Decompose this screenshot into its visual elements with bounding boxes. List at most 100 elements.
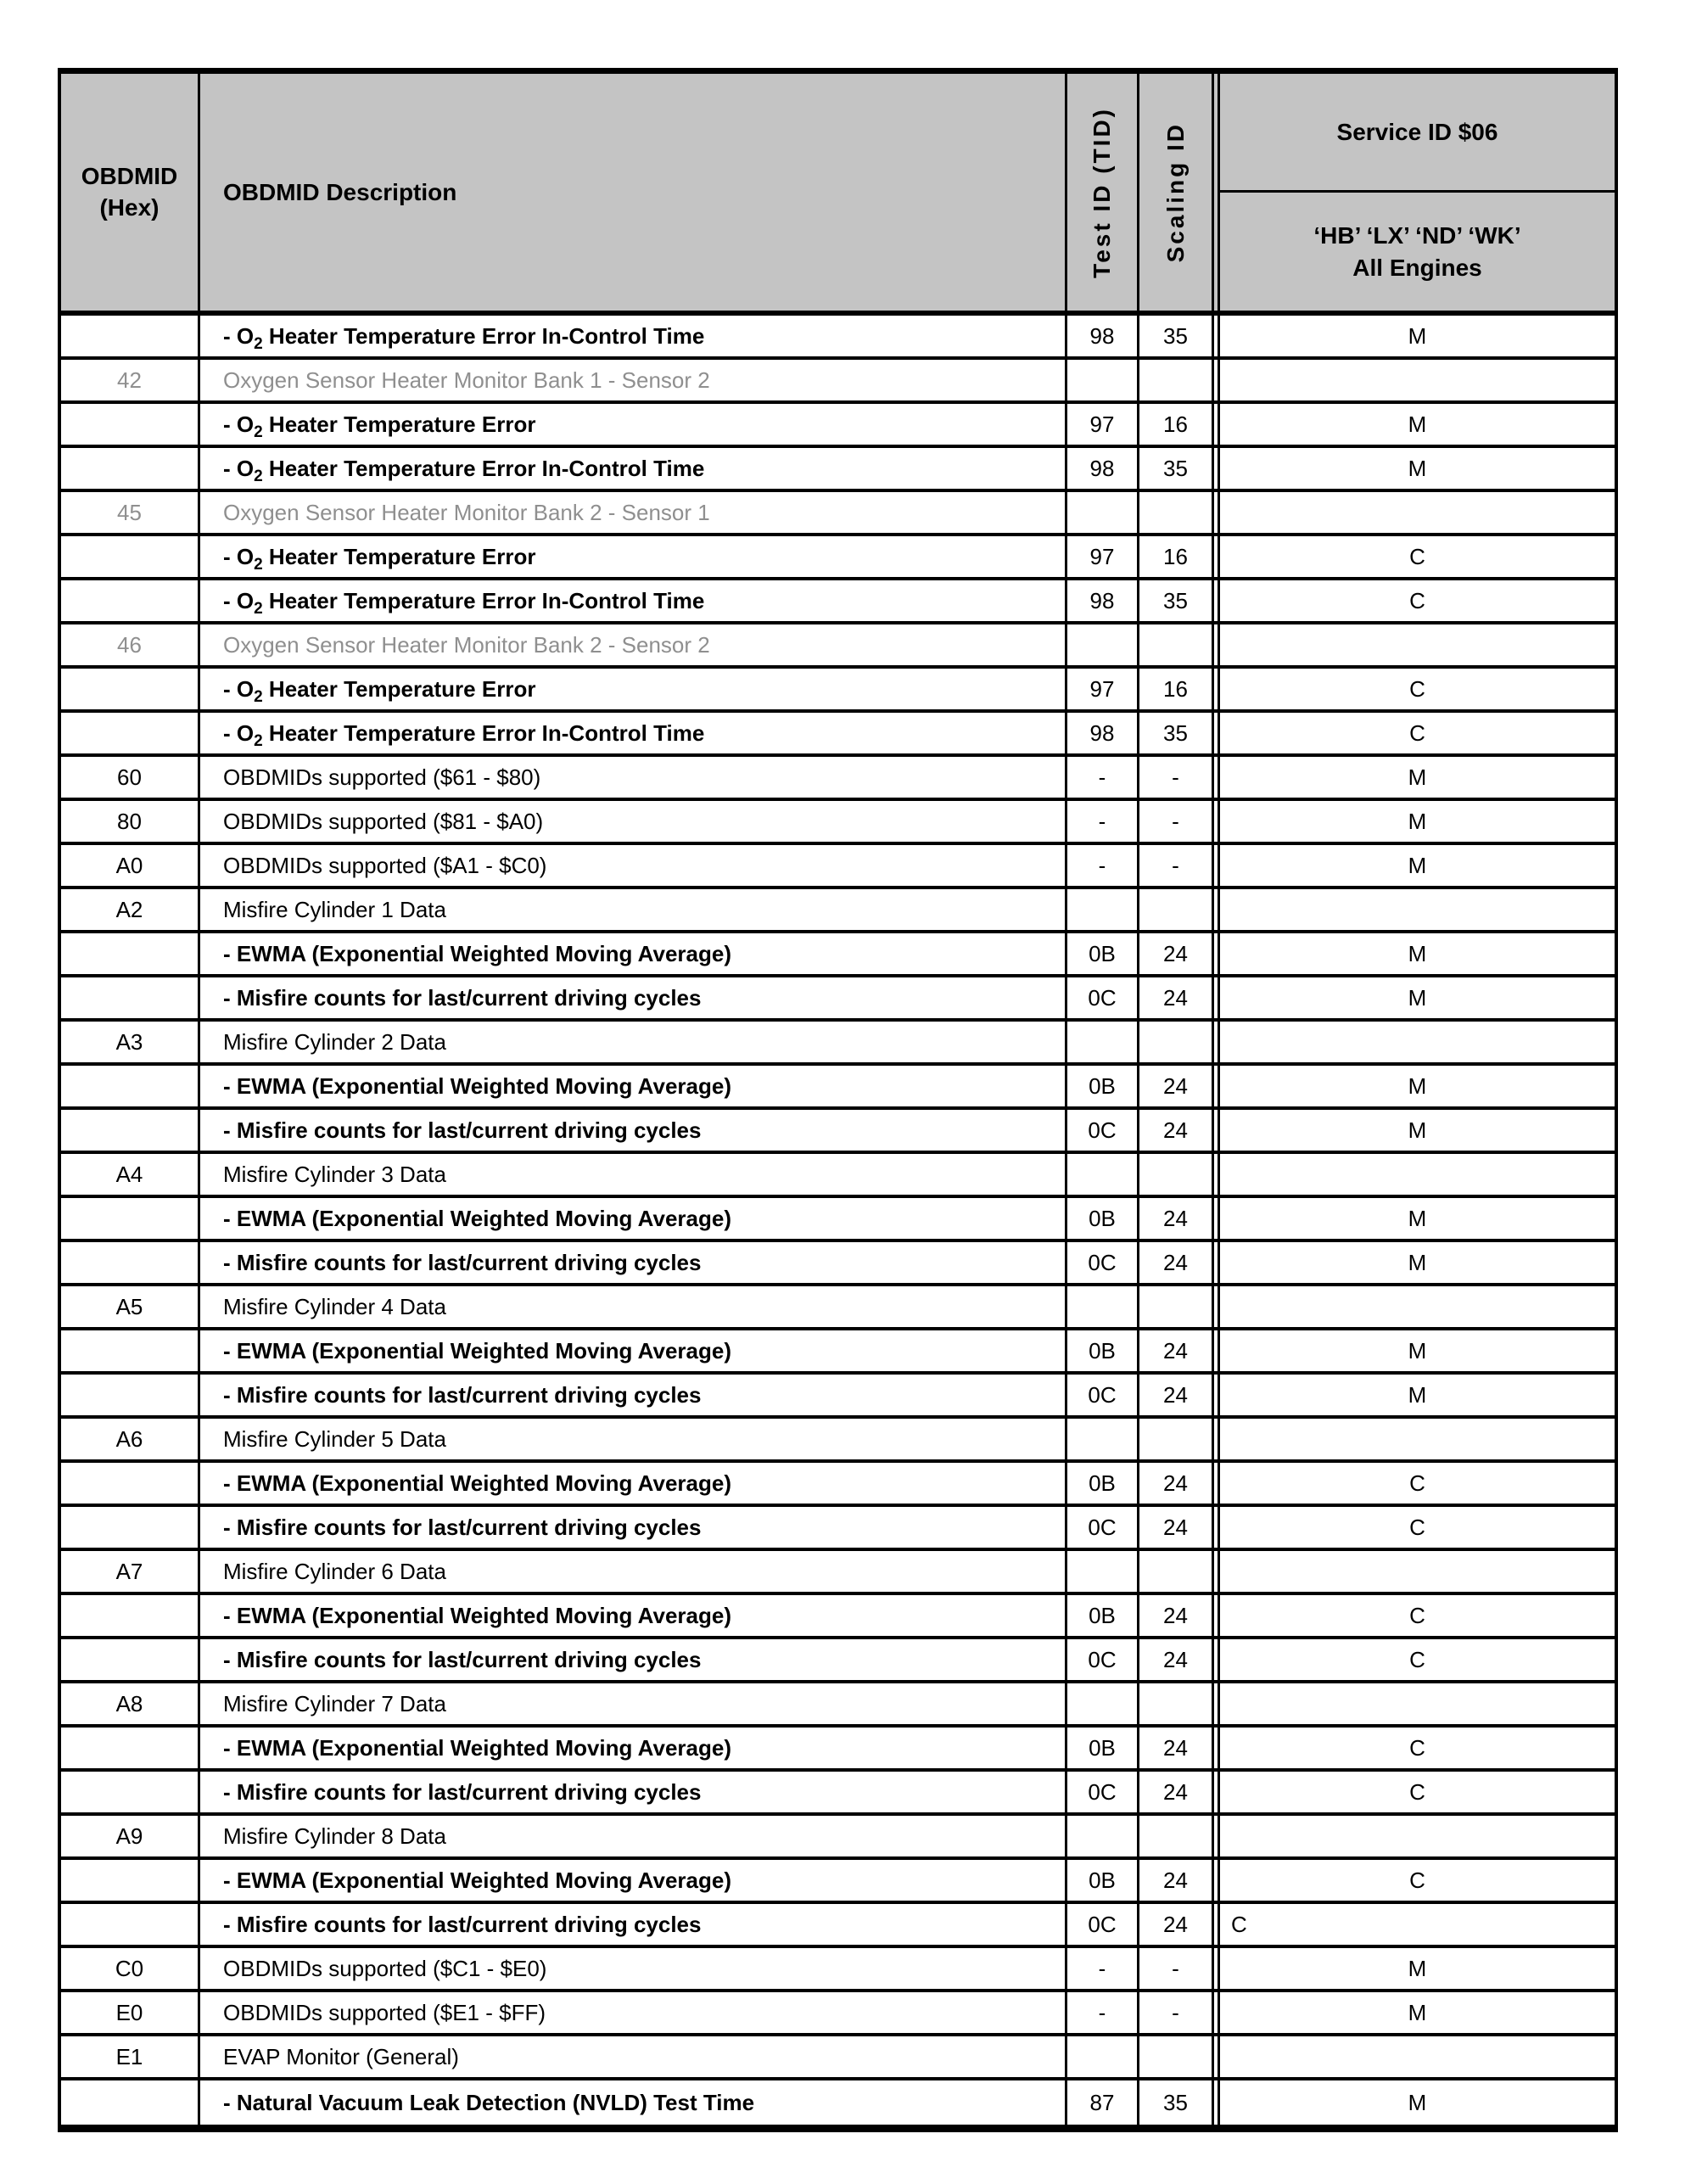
service-cell	[1212, 624, 1615, 665]
hex-cell: 60	[61, 757, 200, 798]
scaling-cell: 16	[1163, 675, 1188, 702]
description-text: Misfire Cylinder 2 Data	[223, 1028, 446, 1055]
scaling-cell	[1139, 1551, 1212, 1592]
service-cell: M	[1212, 977, 1615, 1018]
hex-cell	[61, 1728, 200, 1768]
scaling-cell: 35	[1163, 587, 1188, 613]
service-cell: M	[1212, 448, 1615, 489]
service-cell	[1212, 1419, 1615, 1459]
hex-cell: A3	[61, 1022, 200, 1062]
description-text: - Misfire counts for last/current drivin…	[223, 1778, 702, 1805]
description-text: - O2 Heater Temperature Error In-Control…	[223, 587, 705, 618]
description-text: - Misfire counts for last/current drivin…	[223, 1514, 702, 1540]
table-row: - EWMA (Exponential Weighted Moving Aver…	[61, 1330, 1615, 1375]
hex-cell	[61, 448, 200, 489]
description-cell: - Misfire counts for last/current drivin…	[200, 1772, 1067, 1812]
hex-cell	[61, 977, 200, 1018]
table-row: A4 Misfire Cylinder 3 Data	[61, 1154, 1615, 1198]
hex-cell	[61, 2080, 200, 2125]
table-row: - Misfire counts for last/current drivin…	[61, 1110, 1615, 1154]
description-text: Oxygen Sensor Heater Monitor Bank 2 - Se…	[223, 499, 710, 525]
description-text: EVAP Monitor (General)	[223, 2043, 459, 2069]
table-row: C0 OBDMIDs supported ($C1 - $E0) - - M	[61, 1948, 1615, 1992]
scaling-cell: -	[1172, 852, 1179, 878]
tid-cell: -	[1067, 801, 1139, 842]
hex-cell: A0	[61, 845, 200, 886]
table-row: 45 Oxygen Sensor Heater Monitor Bank 2 -…	[61, 492, 1615, 536]
description-text: OBDMIDs supported ($A1 - $C0)	[223, 852, 547, 878]
tid-cell: 0C	[1067, 1772, 1139, 1812]
scaling-cell: 24	[1163, 1911, 1188, 1937]
table-body: - O2 Heater Temperature Error In-Control…	[61, 316, 1615, 2125]
service-cell	[1212, 1551, 1615, 1592]
hex-cell: C0	[61, 1948, 200, 1989]
tid-cell: 0C	[1067, 1507, 1139, 1548]
description-cell: Misfire Cylinder 3 Data	[200, 1154, 1067, 1195]
hex-cell	[61, 1772, 200, 1812]
hex-cell: E0	[61, 1992, 200, 2033]
description-text: Oxygen Sensor Heater Monitor Bank 2 - Se…	[223, 631, 710, 658]
table-row: - EWMA (Exponential Weighted Moving Aver…	[61, 1728, 1615, 1772]
table-row: 46 Oxygen Sensor Heater Monitor Bank 2 -…	[61, 624, 1615, 669]
service-cell: M	[1212, 1110, 1615, 1151]
description-text: Misfire Cylinder 8 Data	[223, 1823, 446, 1849]
service-cell	[1212, 1022, 1615, 1062]
tid-cell: 98	[1067, 448, 1139, 489]
scaling-cell	[1139, 2036, 1212, 2077]
service-cell: M	[1212, 1948, 1615, 1989]
tid-cell: 0B	[1067, 1463, 1139, 1504]
service-cell: M	[1212, 316, 1615, 356]
tid-cell: -	[1067, 1948, 1139, 1989]
header-engines: ‘HB’ ‘LX’ ‘ND’ ‘WK’ All Engines	[1220, 193, 1615, 311]
tid-cell: 0C	[1067, 1242, 1139, 1283]
hex-cell	[61, 1375, 200, 1415]
hex-cell	[61, 1242, 200, 1283]
tid-cell: -	[1067, 757, 1139, 798]
table-row: - EWMA (Exponential Weighted Moving Aver…	[61, 1463, 1615, 1507]
description-cell: - O2 Heater Temperature Error	[200, 536, 1067, 577]
description-cell: - O2 Heater Temperature Error	[200, 669, 1067, 709]
description-text: Oxygen Sensor Heater Monitor Bank 1 - Se…	[223, 367, 710, 393]
table-row: 42 Oxygen Sensor Heater Monitor Bank 1 -…	[61, 360, 1615, 404]
service-cell: C	[1212, 1860, 1615, 1901]
table-row: - EWMA (Exponential Weighted Moving Aver…	[61, 1860, 1615, 1904]
tid-cell	[1067, 1154, 1139, 1195]
description-cell: - O2 Heater Temperature Error In-Control…	[200, 580, 1067, 621]
tid-cell	[1067, 1816, 1139, 1856]
table-row: - Misfire counts for last/current drivin…	[61, 1242, 1615, 1286]
table-row: 80 OBDMIDs supported ($81 - $A0) - - M	[61, 801, 1615, 845]
service-cell	[1212, 492, 1615, 533]
service-cell: C	[1212, 1728, 1615, 1768]
scaling-cell	[1139, 1286, 1212, 1327]
description-cell: Misfire Cylinder 2 Data	[200, 1022, 1067, 1062]
description-text: - Misfire counts for last/current drivin…	[223, 1646, 702, 1672]
service-cell: M	[1212, 404, 1615, 445]
header-test-id: Test ID (TID)	[1067, 74, 1139, 311]
table-row: - O2 Heater Temperature Error In-Control…	[61, 448, 1615, 492]
description-text: Misfire Cylinder 4 Data	[223, 1293, 446, 1319]
hex-cell: A5	[61, 1286, 200, 1327]
description-text: Misfire Cylinder 5 Data	[223, 1425, 446, 1452]
table-row: - EWMA (Exponential Weighted Moving Aver…	[61, 1066, 1615, 1110]
tid-cell: 0C	[1067, 977, 1139, 1018]
description-cell: - EWMA (Exponential Weighted Moving Aver…	[200, 1728, 1067, 1768]
tid-cell	[1067, 492, 1139, 533]
description-text: - EWMA (Exponential Weighted Moving Aver…	[223, 1205, 731, 1231]
table-header: OBDMID (Hex) OBDMID Description Test ID …	[61, 74, 1615, 316]
description-cell: - Natural Vacuum Leak Detection (NVLD) T…	[200, 2080, 1067, 2125]
service-cell: C	[1212, 1463, 1615, 1504]
header-obdmid-hex: OBDMID (Hex)	[61, 74, 200, 311]
scaling-cell: 35	[1163, 720, 1188, 746]
tid-cell	[1067, 1022, 1139, 1062]
description-text: OBDMIDs supported ($61 - $80)	[223, 764, 541, 790]
scaling-cell: 24	[1163, 1514, 1188, 1540]
table-row: A3 Misfire Cylinder 2 Data	[61, 1022, 1615, 1066]
service-cell: C	[1212, 536, 1615, 577]
description-cell: - Misfire counts for last/current drivin…	[200, 1904, 1067, 1945]
tid-cell: 0B	[1067, 933, 1139, 974]
table-row: - EWMA (Exponential Weighted Moving Aver…	[61, 1595, 1615, 1639]
description-cell: OBDMIDs supported ($81 - $A0)	[200, 801, 1067, 842]
description-text: - O2 Heater Temperature Error In-Control…	[223, 322, 705, 353]
tid-cell: 0B	[1067, 1330, 1139, 1371]
